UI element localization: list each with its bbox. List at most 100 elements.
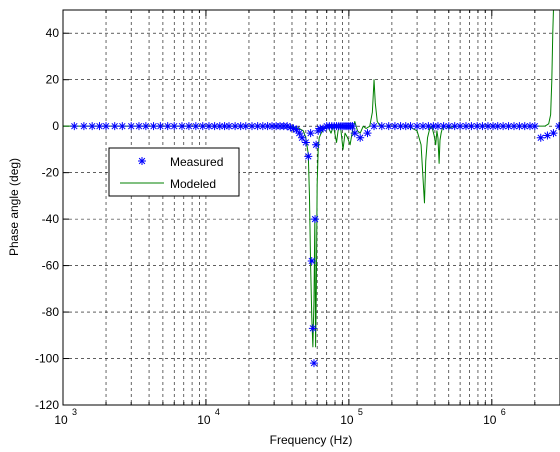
data-point-measured: [390, 122, 399, 131]
data-point-measured: [149, 122, 158, 131]
data-point-measured: [156, 122, 165, 131]
data-point-measured: [384, 122, 393, 131]
data-point-measured: [258, 122, 267, 131]
y-tick-label: -120: [35, 398, 59, 412]
data-point-measured: [456, 122, 465, 131]
data-point-measured: [198, 122, 207, 131]
data-point-measured: [170, 122, 179, 131]
legend-measured-label: Measured: [170, 155, 223, 169]
data-point-measured: [377, 122, 386, 131]
data-point-measured: [231, 122, 240, 131]
y-tick-label: -100: [35, 352, 59, 366]
data-point-measured: [450, 122, 459, 131]
data-point-measured: [396, 122, 405, 131]
x-tick-label: 10: [483, 413, 497, 427]
legend-star-marker: [138, 157, 146, 165]
data-point-measured: [543, 131, 552, 140]
data-point-measured: [253, 122, 262, 131]
data-point-measured: [220, 122, 229, 131]
data-point-measured: [263, 122, 272, 131]
y-tick-labels: -120 -100 -80 -60 -40 -20 0 20 40: [35, 26, 59, 412]
data-point-measured: [134, 122, 143, 131]
data-point-measured: [295, 129, 304, 138]
plot-frame: [62, 9, 560, 406]
data-point-measured: [444, 122, 453, 131]
data-point-measured: [215, 122, 224, 131]
data-point-measured: [530, 122, 539, 131]
y-tick-label: 20: [46, 73, 60, 87]
data-point-measured: [363, 129, 372, 138]
y-tick-label: -40: [42, 212, 60, 226]
data-point-measured: [525, 122, 534, 131]
data-point-measured: [224, 122, 233, 131]
data-point-measured: [356, 133, 365, 142]
data-point-measured: [370, 122, 379, 131]
data-point-measured: [247, 122, 256, 131]
data-point-measured: [241, 122, 250, 131]
data-point-measured: [406, 122, 415, 131]
legend: Measured Modeled: [108, 147, 240, 197]
data-point-measured: [462, 122, 471, 131]
data-point-measured: [493, 122, 502, 131]
data-point-measured: [309, 359, 318, 368]
data-point-measured: [177, 122, 186, 131]
y-tick-label: -60: [42, 259, 60, 273]
y-tick-label: 40: [46, 26, 60, 40]
data-point-measured: [163, 122, 172, 131]
x-tick-label: 10: [197, 413, 211, 427]
data-point-measured: [70, 122, 79, 131]
legend-measured-marker: [138, 157, 146, 165]
data-point-measured: [554, 122, 560, 131]
data-point-measured: [311, 215, 320, 224]
data-point-measured: [286, 123, 295, 132]
y-tick-label: 0: [52, 119, 59, 133]
y-tick-label: -20: [42, 166, 60, 180]
x-tick-exponent: 4: [215, 407, 220, 417]
data-point-measured: [292, 125, 301, 134]
data-point-measured: [307, 256, 316, 265]
data-point-measured: [515, 122, 524, 131]
data-point-measured: [110, 122, 119, 131]
data-point-measured: [499, 122, 508, 131]
data-point-measured: [536, 133, 545, 142]
data-point-measured: [429, 122, 438, 131]
data-point-measured: [184, 122, 193, 131]
data-point-measured: [478, 122, 487, 131]
data-point-measured: [127, 122, 136, 131]
data-point-measured: [298, 133, 306, 142]
data-point-measured: [308, 324, 317, 333]
data-point-measured: [306, 129, 315, 138]
data-point-measured: [413, 122, 422, 131]
data-point-measured: [467, 122, 476, 131]
data-point-measured: [401, 122, 410, 131]
data-point-measured: [483, 122, 492, 131]
data-point-measured: [118, 122, 127, 131]
data-point-measured: [210, 122, 219, 131]
data-point-measured: [79, 122, 88, 131]
x-tick-label: 10: [340, 413, 354, 427]
data-point-measured: [510, 122, 519, 131]
data-point-measured: [236, 122, 245, 131]
data-point-measured: [473, 122, 482, 131]
data-point-measured: [439, 122, 448, 131]
data-point-measured: [283, 122, 292, 131]
data-point-measured: [520, 122, 529, 131]
data-point-measured: [549, 129, 558, 138]
data-point-measured: [433, 122, 442, 131]
data-point-measured: [102, 122, 111, 131]
data-point-measured: [289, 124, 298, 133]
legend-modeled-label: Modeled: [170, 177, 216, 191]
data-point-measured: [204, 122, 213, 131]
data-point-measured: [268, 122, 277, 131]
data-point-measured: [301, 138, 310, 147]
x-tick-exponent: 3: [72, 407, 77, 417]
data-point-measured: [191, 122, 200, 131]
data-point-measured: [350, 129, 359, 138]
series-layer: [63, 10, 560, 368]
x-tick-exponent: 6: [501, 407, 506, 417]
data-point-measured: [418, 122, 427, 131]
data-point-measured: [424, 122, 433, 131]
x-tick-label: 10: [54, 413, 68, 427]
x-tick-labels: 10 3 10 4 10 5 10 6: [54, 407, 505, 427]
